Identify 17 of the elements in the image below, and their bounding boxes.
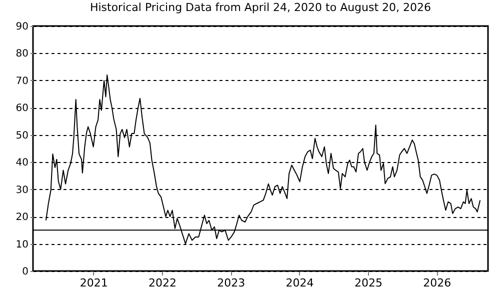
x-tick-label: 2025 bbox=[354, 276, 383, 290]
x-tick-label: 2023 bbox=[217, 276, 246, 290]
x-tick-label: 2024 bbox=[286, 276, 314, 290]
y-tick-label: 40 bbox=[16, 158, 28, 169]
y-tick-label: 50 bbox=[16, 130, 28, 142]
y-tick-label: 70 bbox=[16, 76, 28, 87]
x-tick-label: 2026 bbox=[423, 276, 452, 290]
x-tick-label: 2021 bbox=[80, 276, 108, 290]
y-tick-label: 20 bbox=[16, 212, 28, 224]
y-tick-label: 90 bbox=[16, 22, 28, 32]
y-tick-label: 60 bbox=[16, 103, 28, 114]
chart-title: Historical Pricing Data from April 24, 2020 to August 20, 2026 bbox=[90, 1, 432, 14]
x-tick-label: 2022 bbox=[148, 276, 176, 290]
y-tick-label: 80 bbox=[16, 48, 28, 60]
y-tick-label: 0 bbox=[22, 266, 28, 278]
y-tick-label: 10 bbox=[16, 239, 28, 250]
y-tick-label: 30 bbox=[16, 184, 28, 196]
